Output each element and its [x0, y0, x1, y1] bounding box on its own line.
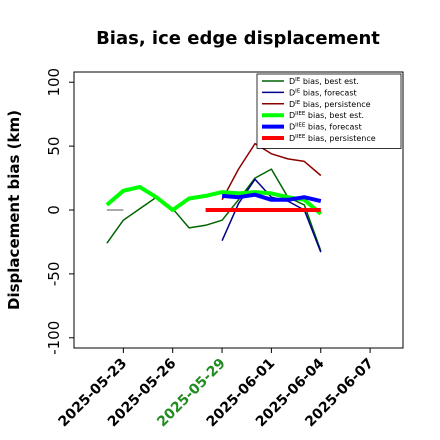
- legend-label: DIE bias, persistence: [289, 100, 371, 109]
- legend: DIE bias, best est. DIE bias, forecast DIE…: [256, 73, 402, 149]
- series-line-4: [105, 185, 323, 216]
- legend-label: DIIEE bias, best est.: [289, 111, 364, 120]
- legend-label: DIE bias, best est.: [289, 77, 359, 86]
- legend-label: DIIEE bias, forecast: [289, 123, 362, 132]
- y-tick-label: 50: [45, 137, 63, 156]
- chart-title: Bias, ice edge displacement: [96, 28, 380, 49]
- y-tick-label: 0: [45, 205, 63, 215]
- legend-label: DIE bias, forecast: [289, 88, 357, 97]
- x-axis: 2025-05-232025-05-262025-05-292025-06-01…: [56, 348, 377, 430]
- legend-label: DIIEE bias, persistence: [289, 134, 376, 143]
- series-line-5: [221, 192, 322, 204]
- y-tick-label: -50: [45, 262, 63, 287]
- series-layer: [105, 142, 323, 253]
- series-line-3: [221, 142, 322, 201]
- y-axis: -100 -50 0 50 100: [45, 68, 74, 355]
- y-tick-label: -100: [45, 321, 63, 355]
- series-line-1: [106, 168, 322, 252]
- y-axis-label: Displacement bias (km): [5, 110, 23, 310]
- y-tick-label: 100: [45, 68, 63, 97]
